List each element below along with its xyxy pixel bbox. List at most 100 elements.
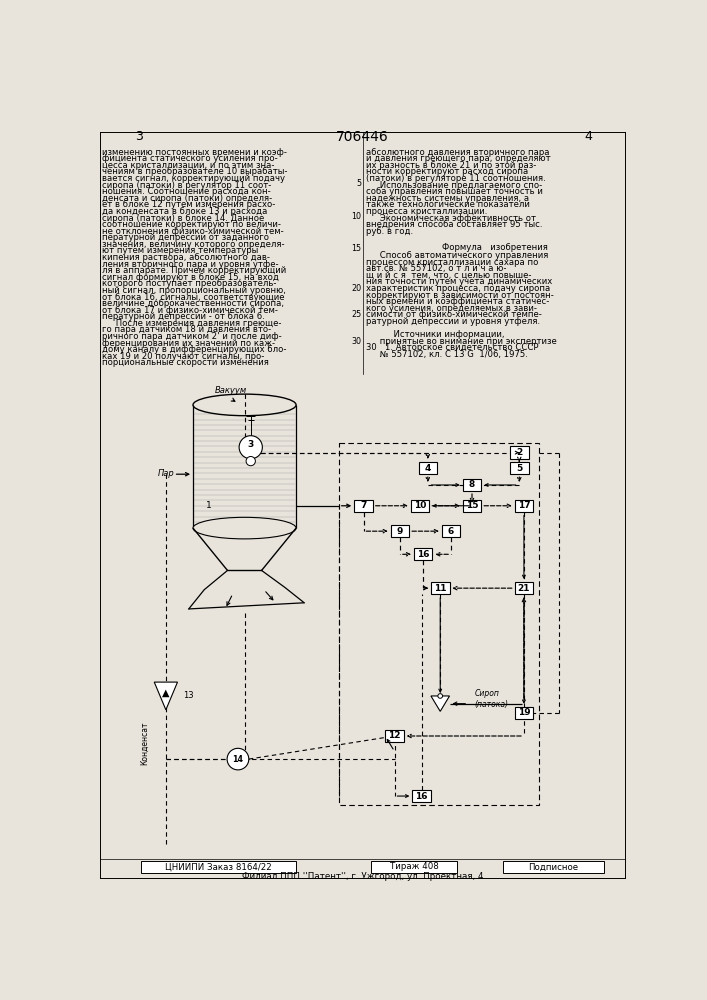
Bar [510, 446, 529, 459]
Text: ления вторичного пара и уровня утфе-: ления вторичного пара и уровня утфе- [103, 260, 279, 269]
Bar [411, 500, 429, 512]
Text: цесса кристаллизации, и по этим зна-: цесса кристаллизации, и по этим зна- [103, 161, 275, 170]
Text: После измерения давления греюще-: После измерения давления греюще- [103, 319, 282, 328]
Text: ют путем измерения температуры: ют путем измерения температуры [103, 246, 259, 255]
Text: Конденсат: Конденсат [140, 722, 148, 765]
Circle shape [227, 748, 249, 770]
Text: 2: 2 [516, 448, 522, 457]
Text: от блока 17 и физико-химической тем-: от блока 17 и физико-химической тем- [103, 306, 279, 315]
Bar [391, 525, 409, 537]
Text: пературной депрессии от заданного: пературной депрессии от заданного [103, 233, 269, 242]
Text: 7: 7 [361, 501, 367, 510]
Text: да конденсата в блоке 13 и расхода: да конденсата в блоке 13 и расхода [103, 207, 268, 216]
Text: 19: 19 [518, 708, 530, 717]
Bar [412, 790, 431, 802]
Circle shape [438, 694, 443, 698]
Text: Филиал ППП ''Патент'', г. Ужгород, ул. Проектная, 4: Филиал ППП ''Патент'', г. Ужгород, ул. П… [242, 872, 484, 881]
Text: дому каналу в дифференцирующих бло-: дому каналу в дифференцирующих бло- [103, 345, 287, 354]
Text: 25: 25 [351, 310, 361, 319]
Bar [431, 582, 450, 594]
Bar [462, 500, 481, 512]
Text: ричного пара датчиком 2' и после диф-: ричного пара датчиком 2' и после диф- [103, 332, 282, 341]
Text: 16: 16 [416, 792, 428, 801]
Bar [141, 861, 296, 873]
Text: 14: 14 [233, 755, 243, 764]
Text: 12: 12 [388, 732, 401, 740]
Text: и давления греющего пара, определяют: и давления греющего пара, определяют [366, 154, 551, 163]
Text: Вакуум: Вакуум [214, 386, 247, 395]
Text: чениям в преобразователе 10 вырабаты-: чениям в преобразователе 10 вырабаты- [103, 167, 288, 176]
Text: 3: 3 [135, 130, 143, 143]
Text: внедрения способа составляет 95 тыс.: внедрения способа составляет 95 тыс. [366, 220, 542, 229]
Text: 6: 6 [448, 527, 454, 536]
Text: не отклонения физико-химической тем-: не отклонения физико-химической тем- [103, 227, 284, 236]
Bar [515, 707, 533, 719]
Text: 8: 8 [469, 480, 475, 489]
Text: 10: 10 [351, 212, 361, 221]
Text: 20: 20 [351, 284, 361, 293]
Bar [414, 548, 433, 560]
Text: 5: 5 [356, 179, 361, 188]
Bar [339, 443, 539, 805]
Polygon shape [154, 682, 177, 710]
Text: сиропа (патоки) в регулятор 11 соот-: сиропа (патоки) в регулятор 11 соот- [103, 181, 271, 190]
Text: авт.св. № 557102, о т л и ч а ю-: авт.св. № 557102, о т л и ч а ю- [366, 264, 506, 273]
Text: 3: 3 [247, 440, 254, 449]
Text: 13: 13 [183, 691, 194, 700]
Bar [515, 500, 533, 512]
Text: вается сигнал, корректирующий подачу: вается сигнал, корректирующий подачу [103, 174, 286, 183]
Bar [385, 730, 404, 742]
Text: пературной депрессии - от блока 6.: пературной депрессии - от блока 6. [103, 312, 265, 321]
Text: 1: 1 [206, 500, 211, 510]
Text: Формула   изобретения: Формула изобретения [443, 243, 548, 252]
Ellipse shape [193, 394, 296, 416]
Polygon shape [431, 696, 450, 711]
Text: 11: 11 [434, 584, 447, 593]
Text: Использование предлагаемого спо-: Использование предлагаемого спо- [366, 181, 542, 190]
Text: сиропа (патоки) в блоке 14. Данное: сиропа (патоки) в блоке 14. Данное [103, 214, 264, 223]
Text: принятые во внимание при экспертизе: принятые во внимание при экспертизе [366, 337, 556, 346]
Text: ет в блоке 12 путем измерения расхо-: ет в блоке 12 путем измерения расхо- [103, 200, 276, 209]
Text: их разность в блоке 21 и по этой раз-: их разность в блоке 21 и по этой раз- [366, 161, 536, 170]
Text: ния точности путем учета динамических: ния точности путем учета динамических [366, 277, 552, 286]
Text: которого поступает преобразователь-: которого поступает преобразователь- [103, 279, 277, 288]
Text: кипения раствора, абсолютного дав-: кипения раствора, абсолютного дав- [103, 253, 270, 262]
Text: ный сигнал, пропорциональный уровню,: ный сигнал, пропорциональный уровню, [103, 286, 286, 295]
Text: 4: 4 [584, 130, 592, 143]
Text: 15: 15 [466, 501, 478, 510]
Text: ношения. Соотношение расхода кон-: ношения. Соотношение расхода кон- [103, 187, 271, 196]
Text: соотношение корректируют по величи-: соотношение корректируют по величи- [103, 220, 281, 229]
Text: 21: 21 [518, 584, 530, 593]
Text: 9: 9 [397, 527, 403, 536]
Text: Тираж 408: Тираж 408 [390, 862, 438, 871]
Text: 706446: 706446 [337, 130, 389, 144]
Bar [510, 462, 529, 474]
Text: ЦНИИПИ Заказ 8164/22: ЦНИИПИ Заказ 8164/22 [165, 862, 272, 871]
Text: руб. в год.: руб. в год. [366, 227, 413, 236]
Text: ности корректируют расход сиропа: ности корректируют расход сиропа [366, 167, 528, 176]
Text: корректируют в зависимости от постоян-: корректируют в зависимости от постоян- [366, 291, 554, 300]
Text: Сироп
(патока): Сироп (патока) [474, 689, 508, 709]
Text: надежность системы управления, а: надежность системы управления, а [366, 194, 529, 203]
Text: процесса кристаллизации.: процесса кристаллизации. [366, 207, 487, 216]
Text: щ и й с я  тем, что, с целью повыше-: щ и й с я тем, что, с целью повыше- [366, 271, 532, 280]
Text: № 557102, кл. С 13 G  1/06, 1975.: № 557102, кл. С 13 G 1/06, 1975. [366, 350, 527, 359]
Text: ратурной депрессии и уровня утфеля.: ратурной депрессии и уровня утфеля. [366, 317, 540, 326]
Bar [462, 479, 481, 491]
Text: также технологические показатели: также технологические показатели [366, 200, 530, 209]
Text: фициента статического усиления про-: фициента статического усиления про- [103, 154, 278, 163]
Text: 4: 4 [425, 464, 431, 473]
Text: 17: 17 [518, 501, 530, 510]
Circle shape [246, 456, 255, 466]
Text: Источники информации,: Источники информации, [366, 330, 504, 339]
Text: 30: 30 [351, 337, 361, 346]
Text: го пара датчиком 18 и давления вто-: го пара датчиком 18 и давления вто- [103, 325, 271, 334]
Text: ных времени и коэффициента статичес-: ных времени и коэффициента статичес- [366, 297, 549, 306]
Bar [419, 462, 437, 474]
Bar [442, 525, 460, 537]
Text: значения, величину которого определя-: значения, величину которого определя- [103, 240, 285, 249]
Text: величине доброкачественности сиропа,: величине доброкачественности сиропа, [103, 299, 284, 308]
Bar [371, 861, 457, 873]
Text: ▲: ▲ [162, 688, 170, 698]
Text: соба управления повышает точность и: соба управления повышает точность и [366, 187, 543, 196]
